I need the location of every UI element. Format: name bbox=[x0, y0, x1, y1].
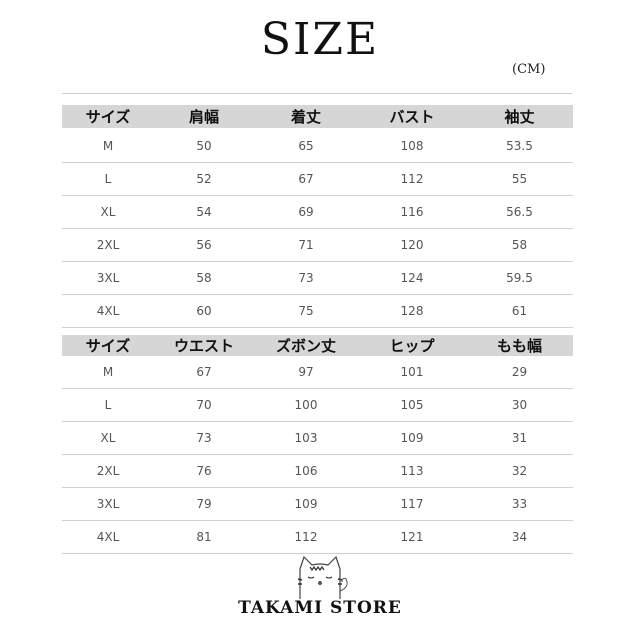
size-cell: XL bbox=[100, 205, 116, 219]
column-header: もも幅 bbox=[496, 337, 542, 355]
measurement-cell: 67 bbox=[298, 172, 314, 186]
measurement-cell: 73 bbox=[196, 431, 212, 445]
column-header: 着丈 bbox=[290, 108, 321, 126]
column-header: ズボン丈 bbox=[275, 337, 336, 355]
measurement-cell: 60 bbox=[196, 304, 212, 318]
measurement-cell: 67 bbox=[196, 365, 212, 379]
measurement-cell: 117 bbox=[400, 497, 424, 511]
column-header: 袖丈 bbox=[504, 108, 535, 126]
measurement-cell: 70 bbox=[196, 398, 212, 412]
column-header: バスト bbox=[389, 108, 435, 126]
size-cell: 2XL bbox=[96, 464, 120, 478]
measurement-cell: 128 bbox=[400, 304, 424, 318]
measurement-cell: 112 bbox=[400, 172, 424, 186]
cat-icon bbox=[0, 555, 640, 605]
measurement-cell: 65 bbox=[298, 139, 314, 153]
measurement-cell: 32 bbox=[511, 464, 528, 478]
table-row: 2XL 56 71 120 58 bbox=[62, 229, 573, 262]
table-row: L 70 100 105 30 bbox=[62, 389, 573, 422]
table-row: XL 54 69 116 56.5 bbox=[62, 196, 573, 229]
measurement-cell: 71 bbox=[298, 238, 314, 252]
measurement-cell: 58 bbox=[511, 238, 528, 252]
table-row: 2XL 76 106 113 32 bbox=[62, 455, 573, 488]
table-row: 4XL 81 112 121 34 bbox=[62, 521, 573, 554]
unit-label: (CM) bbox=[512, 62, 546, 77]
column-header: ウエスト bbox=[173, 337, 234, 355]
measurement-cell: 109 bbox=[294, 497, 318, 511]
measurement-cell: 100 bbox=[294, 398, 318, 412]
size-cell: 3XL bbox=[96, 497, 120, 511]
measurement-cell: 56.5 bbox=[506, 205, 533, 219]
measurement-cell: 108 bbox=[400, 139, 424, 153]
store-logo-text: TAKAMI STORE bbox=[238, 598, 402, 618]
measurement-cell: 58 bbox=[196, 271, 212, 285]
size-cell: XL bbox=[100, 431, 116, 445]
measurement-cell: 101 bbox=[400, 365, 424, 379]
measurement-cell: 106 bbox=[294, 464, 318, 478]
size-cell: L bbox=[104, 172, 112, 186]
measurement-cell: 116 bbox=[400, 205, 424, 219]
measurement-cell: 52 bbox=[196, 172, 212, 186]
measurement-cell: 54 bbox=[196, 205, 212, 219]
measurement-cell: 34 bbox=[511, 530, 528, 544]
measurement-cell: 103 bbox=[294, 431, 318, 445]
measurement-cell: 75 bbox=[298, 304, 314, 318]
measurement-cell: 81 bbox=[196, 530, 212, 544]
size-cell: 4XL bbox=[96, 304, 120, 318]
measurement-cell: 113 bbox=[400, 464, 424, 478]
measurement-cell: 29 bbox=[511, 365, 528, 379]
pants-size-table: サイズ ウエスト ズボン丈 ヒップ もも幅 M 67 97 101 29 L 70 100 105 30 XL… bbox=[62, 335, 573, 554]
table-row: M 50 65 108 53.5 bbox=[62, 130, 573, 163]
size-cell: 3XL bbox=[96, 271, 120, 285]
measurement-cell: 59.5 bbox=[506, 271, 533, 285]
table-row: L 52 67 112 55 bbox=[62, 163, 573, 196]
table-row: 3XL 79 109 117 33 bbox=[62, 488, 573, 521]
measurement-cell: 31 bbox=[511, 431, 528, 445]
column-header: サイズ bbox=[85, 108, 131, 126]
size-cell: M bbox=[102, 365, 114, 379]
page-title: SIZE bbox=[260, 14, 380, 65]
size-cell: L bbox=[104, 398, 112, 412]
column-header: サイズ bbox=[85, 337, 131, 355]
table-header-row: サイズ ウエスト ズボン丈 ヒップ もも幅 bbox=[62, 335, 573, 356]
measurement-cell: 76 bbox=[196, 464, 212, 478]
measurement-cell: 79 bbox=[196, 497, 212, 511]
measurement-cell: 69 bbox=[298, 205, 314, 219]
tops-size-table: サイズ 肩幅 着丈 バスト 袖丈 M 50 65 108 53.5 L 52 67 112 55 XL 54 69… bbox=[62, 105, 573, 328]
table-row: XL 73 103 109 31 bbox=[62, 422, 573, 455]
measurement-cell: 61 bbox=[511, 304, 528, 318]
measurement-cell: 30 bbox=[511, 398, 528, 412]
table-header-row: サイズ 肩幅 着丈 バスト 袖丈 bbox=[62, 105, 573, 128]
table-row: M 67 97 101 29 bbox=[62, 356, 573, 389]
measurement-cell: 73 bbox=[298, 271, 314, 285]
column-header: ヒップ bbox=[389, 337, 435, 355]
measurement-cell: 105 bbox=[400, 398, 424, 412]
measurement-cell: 112 bbox=[294, 530, 318, 544]
size-cell: 2XL bbox=[96, 238, 120, 252]
table-row: 3XL 58 73 124 59.5 bbox=[62, 262, 573, 295]
measurement-cell: 97 bbox=[298, 365, 314, 379]
measurement-cell: 56 bbox=[196, 238, 212, 252]
measurement-cell: 33 bbox=[511, 497, 528, 511]
measurement-cell: 50 bbox=[196, 139, 212, 153]
column-header: 肩幅 bbox=[188, 108, 219, 126]
divider bbox=[62, 93, 572, 94]
table-row: 4XL 60 75 128 61 bbox=[62, 295, 573, 328]
measurement-cell: 109 bbox=[400, 431, 424, 445]
size-cell: M bbox=[102, 139, 114, 153]
measurement-cell: 55 bbox=[511, 172, 528, 186]
measurement-cell: 121 bbox=[400, 530, 424, 544]
measurement-cell: 124 bbox=[400, 271, 424, 285]
measurement-cell: 120 bbox=[400, 238, 424, 252]
size-cell: 4XL bbox=[96, 530, 120, 544]
measurement-cell: 53.5 bbox=[506, 139, 533, 153]
